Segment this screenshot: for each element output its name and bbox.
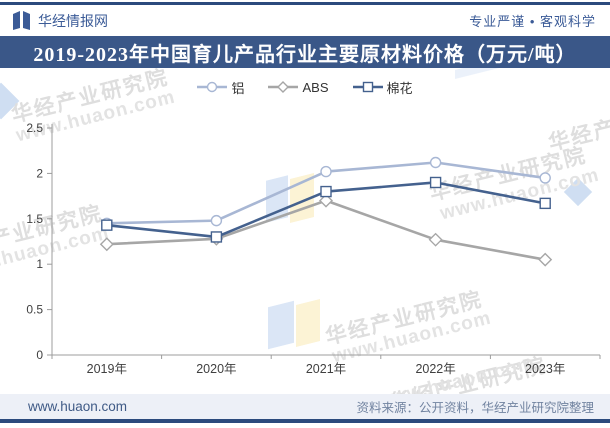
legend-item-aluminum: 铝 [197, 78, 244, 97]
legend-swatch-cotton-icon [352, 81, 383, 93]
footer-source: 资料来源：公开资料，华经产业研究院整理 [356, 401, 594, 415]
chart-legend: 铝 ABS 棉花 [0, 78, 610, 96]
legend-item-abs: ABS [268, 79, 329, 95]
aluminum-point-2022年 [429, 156, 442, 169]
header: 华经情报网 专业严谨 • 客观科学 [0, 5, 610, 36]
x-category-label: 2022年 [415, 362, 455, 376]
cotton-point-2022年 [429, 176, 442, 189]
x-category-label: 2019年 [87, 362, 127, 376]
logo: 华经情报网 [12, 11, 108, 31]
abs-point-2021年 [319, 193, 333, 208]
title-bar: 2019-2023年中国育儿产品行业主要原材料价格（万元/吨） [0, 36, 610, 68]
aluminum-point-2020年 [210, 214, 223, 227]
abs-point-2023年 [538, 252, 553, 267]
line-chart: 0 0.5 1 1.5 2 2.5 2019年 2020年 2021年 2022年 2023年 [26, 121, 601, 376]
y-tick-label: 2.5 [26, 121, 43, 135]
abs-point-2019年 [99, 237, 114, 252]
logo-icon [13, 11, 30, 30]
legend-swatch-abs-icon [268, 81, 299, 93]
header-slogan: 专业严谨 • 客观科学 [469, 14, 596, 29]
y-tick-label: 1 [36, 257, 43, 271]
legend-label-cotton: 棉花 [386, 80, 413, 96]
footer: www.huaon.com 资料来源：公开资料，华经产业研究院整理 [0, 394, 610, 419]
cotton-point-2020年 [210, 231, 223, 243]
y-tick-label: 2 [36, 166, 43, 180]
legend-label-aluminum: 铝 [231, 80, 245, 96]
bottom-border [0, 419, 610, 423]
legend-swatch-aluminum-icon [197, 81, 228, 93]
x-category-label: 2020年 [196, 362, 236, 376]
x-category-label: 2023年 [525, 362, 565, 376]
y-tick-label: 1.5 [26, 212, 43, 226]
logo-text: 华经情报网 [38, 12, 108, 29]
cotton-point-2019年 [101, 219, 113, 231]
x-category-label: 2021年 [306, 362, 346, 376]
aluminum-point-2023年 [539, 172, 551, 184]
footer-website: www.huaon.com [28, 399, 128, 414]
legend-item-cotton: 棉花 [352, 78, 413, 97]
aluminum-point-2021年 [320, 165, 332, 178]
top-border [0, 2, 610, 5]
legend-label-abs: ABS [302, 79, 329, 95]
y-tick-label: 0.5 [26, 303, 43, 317]
abs-point-2022年 [428, 232, 443, 247]
cotton-point-2021年 [320, 185, 332, 198]
series-line-abs [106, 199, 546, 261]
cotton-point-2023年 [539, 197, 551, 210]
page-title: 2019-2023年中国育儿产品行业主要原材料价格（万元/吨） [33, 43, 577, 66]
y-tick-label: 0 [36, 348, 43, 362]
